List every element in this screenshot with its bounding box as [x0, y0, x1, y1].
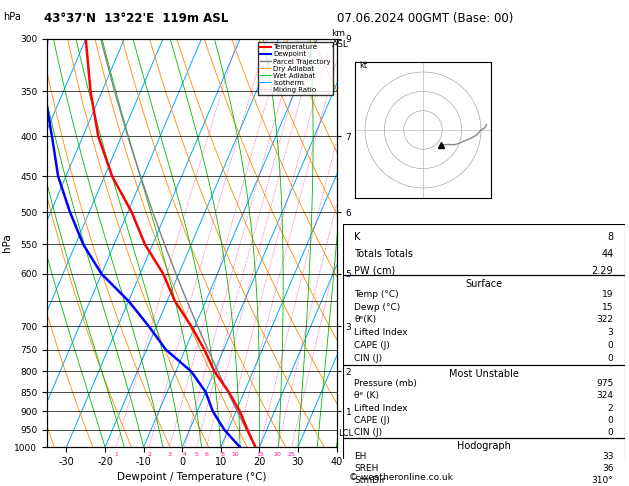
Text: kt: kt [359, 61, 367, 70]
Text: 15: 15 [602, 302, 613, 312]
Text: 8: 8 [607, 232, 613, 242]
Text: Lifted Index: Lifted Index [354, 329, 408, 337]
Text: Surface: Surface [465, 279, 503, 289]
Text: EH: EH [354, 451, 367, 461]
Text: 4: 4 [182, 452, 187, 457]
Text: 3: 3 [167, 452, 172, 457]
Text: K: K [354, 232, 360, 242]
Text: θᵉ (K): θᵉ (K) [354, 391, 379, 400]
Text: 322: 322 [596, 315, 613, 325]
Text: PW (cm): PW (cm) [354, 266, 396, 276]
Bar [343, 365, 625, 438]
Bar [343, 224, 625, 276]
Text: Lifted Index: Lifted Index [354, 404, 408, 413]
Text: 36: 36 [602, 464, 613, 473]
Text: 07.06.2024 00GMT (Base: 00): 07.06.2024 00GMT (Base: 00) [337, 12, 513, 25]
Y-axis label: hPa: hPa [2, 234, 12, 252]
Text: LCL: LCL [338, 429, 353, 438]
Text: 25: 25 [287, 452, 296, 457]
Text: 43°37'N  13°22'E  119m ASL: 43°37'N 13°22'E 119m ASL [44, 12, 228, 25]
Text: 3: 3 [608, 329, 613, 337]
Text: Most Unstable: Most Unstable [448, 368, 519, 379]
Text: 5: 5 [194, 452, 199, 457]
Text: CIN (J): CIN (J) [354, 428, 382, 437]
Text: km
ASL: km ASL [331, 29, 348, 49]
Text: hPa: hPa [3, 12, 21, 22]
Bar [343, 276, 625, 365]
Bar [343, 438, 625, 486]
Text: SREH: SREH [354, 464, 379, 473]
Text: Dewp (°C): Dewp (°C) [354, 302, 400, 312]
Text: 2: 2 [147, 452, 151, 457]
Text: 0: 0 [608, 416, 613, 425]
Text: Hodograph: Hodograph [457, 441, 511, 451]
Text: 0: 0 [608, 354, 613, 364]
Text: 2.29: 2.29 [592, 266, 613, 276]
Text: StmDir: StmDir [354, 476, 386, 485]
X-axis label: Dewpoint / Temperature (°C): Dewpoint / Temperature (°C) [117, 472, 267, 483]
Text: 310°: 310° [592, 476, 613, 485]
Text: Pressure (mb): Pressure (mb) [354, 379, 417, 388]
Text: © weatheronline.co.uk: © weatheronline.co.uk [349, 473, 453, 482]
Text: 20: 20 [274, 452, 282, 457]
Text: Temp (°C): Temp (°C) [354, 290, 399, 298]
Text: CAPE (J): CAPE (J) [354, 341, 390, 350]
Text: 15: 15 [256, 452, 264, 457]
Text: 33: 33 [602, 451, 613, 461]
Text: 44: 44 [601, 249, 613, 259]
Text: 6: 6 [204, 452, 208, 457]
Text: 10: 10 [231, 452, 240, 457]
Text: CIN (J): CIN (J) [354, 354, 382, 364]
Legend: Temperature, Dewpoint, Parcel Trajectory, Dry Adiabat, Wet Adiabat, Isotherm, Mi: Temperature, Dewpoint, Parcel Trajectory… [258, 42, 333, 95]
Text: 8: 8 [221, 452, 225, 457]
Text: 0: 0 [608, 341, 613, 350]
Text: CAPE (J): CAPE (J) [354, 416, 390, 425]
Text: 2: 2 [608, 404, 613, 413]
Text: 19: 19 [602, 290, 613, 298]
Text: 324: 324 [596, 391, 613, 400]
Text: Totals Totals: Totals Totals [354, 249, 413, 259]
Text: 1: 1 [114, 452, 118, 457]
Text: 975: 975 [596, 379, 613, 388]
Text: 0: 0 [608, 428, 613, 437]
Text: θᵉ(K): θᵉ(K) [354, 315, 376, 325]
